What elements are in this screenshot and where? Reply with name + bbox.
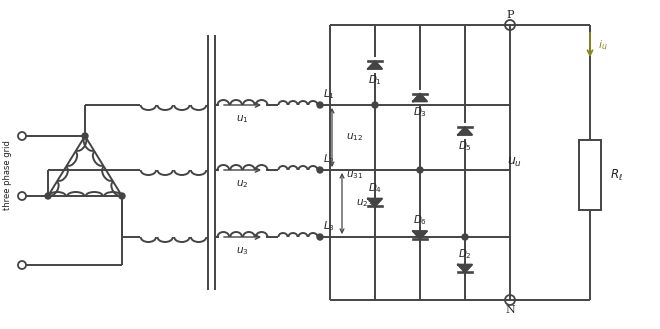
Text: $D_3$: $D_3$ xyxy=(413,105,427,119)
Circle shape xyxy=(119,193,125,199)
Polygon shape xyxy=(413,231,427,239)
Text: $L_2$: $L_2$ xyxy=(323,152,335,166)
Circle shape xyxy=(317,167,323,173)
Text: P: P xyxy=(506,10,513,20)
Text: N: N xyxy=(505,305,515,315)
Circle shape xyxy=(317,102,323,108)
Polygon shape xyxy=(458,127,472,135)
Text: three phase grid: three phase grid xyxy=(3,140,13,210)
Text: $u_{12}$: $u_{12}$ xyxy=(346,132,363,143)
Bar xyxy=(579,140,601,210)
Text: $R_\ell$: $R_\ell$ xyxy=(610,167,623,183)
Circle shape xyxy=(372,102,378,108)
Text: $i_u$: $i_u$ xyxy=(598,38,608,52)
Text: $D_1$: $D_1$ xyxy=(368,73,382,87)
Text: $u_u$: $u_u$ xyxy=(508,156,523,169)
Polygon shape xyxy=(368,199,382,206)
Circle shape xyxy=(82,133,88,139)
Text: $L_3$: $L_3$ xyxy=(323,219,335,233)
Text: $D_6$: $D_6$ xyxy=(413,214,427,227)
Text: $D_2$: $D_2$ xyxy=(458,247,472,261)
Text: $u_2$: $u_2$ xyxy=(236,178,249,190)
Circle shape xyxy=(45,193,51,199)
Circle shape xyxy=(417,167,423,173)
Circle shape xyxy=(462,234,468,240)
Text: $L_1$: $L_1$ xyxy=(323,87,335,101)
Text: $D_4$: $D_4$ xyxy=(368,181,382,195)
Polygon shape xyxy=(368,61,382,69)
Text: $u_1$: $u_1$ xyxy=(236,113,249,125)
Polygon shape xyxy=(458,265,472,272)
Polygon shape xyxy=(413,94,427,101)
Text: $D_5$: $D_5$ xyxy=(458,139,472,153)
Text: $u_3$: $u_3$ xyxy=(236,245,249,257)
Text: $u_{23}$: $u_{23}$ xyxy=(356,198,374,209)
Text: $u_{31}$: $u_{31}$ xyxy=(346,169,363,181)
Circle shape xyxy=(317,234,323,240)
